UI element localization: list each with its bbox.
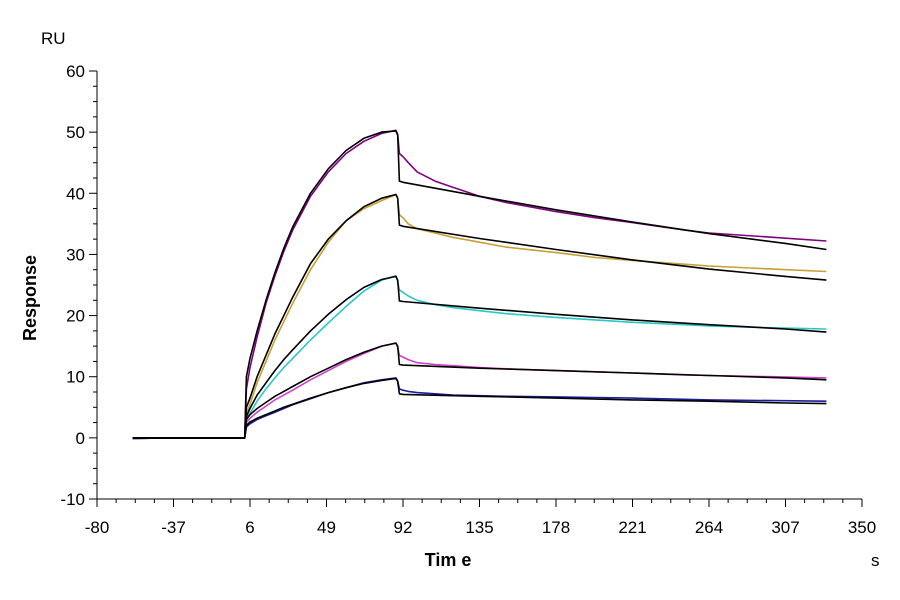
- x-tick-label: 6: [245, 518, 254, 537]
- fit-curve-3: [132, 275, 827, 439]
- y-tick-label: -10: [60, 490, 85, 509]
- response-curve-2: [132, 193, 827, 440]
- fit-curve-1: [132, 130, 827, 439]
- y-tick-label: 20: [66, 307, 85, 326]
- y-tick-label: 0: [76, 429, 85, 448]
- x-axis-title: Tim e: [425, 550, 472, 570]
- y-unit-label: RU: [41, 29, 66, 48]
- y-tick-label: 50: [66, 123, 85, 142]
- y-tick-label: 30: [66, 245, 85, 264]
- response-curve-5: [132, 377, 827, 440]
- fit-curve-5: [132, 377, 827, 439]
- axes: -10 0 10 20 30 40 50 60 -80 -37 6 49 92 135 178 221 264 3…: [60, 62, 876, 537]
- x-tick-label: -37: [161, 518, 186, 537]
- x-tick-label: 92: [394, 518, 413, 537]
- fit-layer: [132, 130, 827, 439]
- x-tick-label: 221: [618, 518, 646, 537]
- x-tick-label: 307: [771, 518, 799, 537]
- x-unit-label: s: [871, 551, 880, 570]
- response-curve-1: [132, 129, 827, 440]
- x-tick-label: 135: [465, 518, 493, 537]
- x-tick-label: 264: [695, 518, 723, 537]
- response-curve-3: [132, 275, 827, 440]
- x-tick-label: 350: [848, 518, 876, 537]
- x-tick-label: 49: [317, 518, 336, 537]
- fit-curve-2: [132, 193, 827, 439]
- series-layer: [132, 129, 827, 440]
- fit-curve-4: [132, 342, 827, 439]
- response-curve-4: [132, 342, 827, 440]
- y-tick-label: 40: [66, 184, 85, 203]
- y-tick-label: 60: [66, 62, 85, 81]
- y-axis-title: Response: [20, 255, 40, 341]
- x-tick-label: -80: [85, 518, 110, 537]
- y-tick-label: 10: [66, 368, 85, 387]
- x-tick-label: 178: [542, 518, 570, 537]
